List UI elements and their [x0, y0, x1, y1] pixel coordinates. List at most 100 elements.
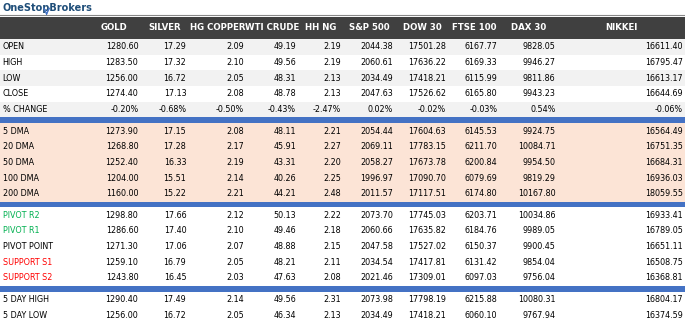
Text: 2.10: 2.10 — [226, 58, 244, 67]
Bar — [0, 186, 685, 202]
Text: 10034.86: 10034.86 — [518, 211, 556, 220]
Text: 2.18: 2.18 — [323, 226, 341, 236]
Text: 2073.98: 2073.98 — [360, 295, 393, 304]
Text: 2.10: 2.10 — [226, 226, 244, 236]
Text: PIVOT R1: PIVOT R1 — [3, 226, 39, 236]
Text: 2034.54: 2034.54 — [360, 258, 393, 267]
Bar — [0, 170, 685, 186]
Text: 2.08: 2.08 — [323, 273, 341, 283]
Text: 2021.46: 2021.46 — [360, 273, 393, 283]
Text: 9819.29: 9819.29 — [523, 173, 556, 183]
Text: 17501.28: 17501.28 — [408, 42, 446, 52]
Text: OneStopBrokers: OneStopBrokers — [3, 3, 92, 13]
Text: 17417.81: 17417.81 — [408, 258, 446, 267]
Text: 44.21: 44.21 — [273, 189, 296, 198]
Text: 2.48: 2.48 — [323, 189, 341, 198]
Text: 17636.22: 17636.22 — [408, 58, 446, 67]
Text: 6145.53: 6145.53 — [464, 126, 497, 136]
Text: 16684.31: 16684.31 — [645, 158, 683, 167]
Text: 6174.80: 6174.80 — [464, 189, 497, 198]
Text: 2.14: 2.14 — [226, 173, 244, 183]
Text: 2.19: 2.19 — [323, 58, 341, 67]
Text: 16933.41: 16933.41 — [645, 211, 683, 220]
Bar — [0, 102, 685, 117]
Text: 2.13: 2.13 — [323, 89, 341, 99]
Text: 17783.15: 17783.15 — [408, 142, 446, 151]
Text: 2.17: 2.17 — [226, 142, 244, 151]
Text: 1274.40: 1274.40 — [105, 89, 138, 99]
Text: 17.28: 17.28 — [164, 142, 186, 151]
Text: 1298.80: 1298.80 — [105, 211, 138, 220]
Text: 17.29: 17.29 — [164, 42, 186, 52]
Text: 16795.47: 16795.47 — [645, 58, 683, 67]
Text: 2.05: 2.05 — [226, 310, 244, 320]
Text: GOLD: GOLD — [101, 23, 127, 33]
Text: 5 DAY HIGH: 5 DAY HIGH — [3, 295, 49, 304]
Text: 6115.99: 6115.99 — [464, 74, 497, 83]
Text: 2.15: 2.15 — [323, 242, 341, 251]
Text: 16789.05: 16789.05 — [645, 226, 683, 236]
Text: 17673.78: 17673.78 — [408, 158, 446, 167]
Text: 2.31: 2.31 — [323, 295, 341, 304]
Text: 17.13: 17.13 — [164, 89, 186, 99]
Bar — [0, 86, 685, 102]
Text: 9943.23: 9943.23 — [523, 89, 556, 99]
Text: 16368.81: 16368.81 — [645, 273, 683, 283]
Text: 1256.00: 1256.00 — [105, 310, 138, 320]
Text: 17798.19: 17798.19 — [408, 295, 446, 304]
Text: -0.20%: -0.20% — [110, 105, 138, 114]
Text: 1204.00: 1204.00 — [105, 173, 138, 183]
Text: 17.15: 17.15 — [164, 126, 186, 136]
Text: 17.49: 17.49 — [164, 295, 186, 304]
Text: 1252.40: 1252.40 — [105, 158, 138, 167]
Bar — [0, 307, 685, 320]
Text: SUPPORT S2: SUPPORT S2 — [3, 273, 52, 283]
Text: -0.06%: -0.06% — [655, 105, 683, 114]
Text: 5 DAY LOW: 5 DAY LOW — [3, 310, 47, 320]
Text: 2.13: 2.13 — [323, 310, 341, 320]
Text: 1273.90: 1273.90 — [105, 126, 138, 136]
Text: -2.47%: -2.47% — [313, 105, 341, 114]
Bar — [0, 202, 685, 207]
Bar — [0, 117, 685, 123]
Text: 1259.10: 1259.10 — [105, 258, 138, 267]
Text: 1160.00: 1160.00 — [106, 189, 138, 198]
Text: 6167.77: 6167.77 — [464, 42, 497, 52]
Text: 6184.76: 6184.76 — [464, 226, 497, 236]
Text: 16.72: 16.72 — [164, 310, 186, 320]
Text: -0.02%: -0.02% — [418, 105, 446, 114]
Text: 49.56: 49.56 — [273, 295, 296, 304]
Text: HH NG: HH NG — [306, 23, 336, 33]
Text: 17.40: 17.40 — [164, 226, 186, 236]
Text: DOW 30: DOW 30 — [403, 23, 441, 33]
Text: 16751.35: 16751.35 — [645, 142, 683, 151]
Text: 2.22: 2.22 — [323, 211, 341, 220]
Text: 16564.49: 16564.49 — [645, 126, 683, 136]
Text: 17418.21: 17418.21 — [408, 310, 446, 320]
Text: 2.27: 2.27 — [323, 142, 341, 151]
Text: 46.34: 46.34 — [273, 310, 296, 320]
Text: SUPPORT S1: SUPPORT S1 — [3, 258, 52, 267]
Text: 100 DMA: 100 DMA — [3, 173, 39, 183]
Text: 17635.82: 17635.82 — [408, 226, 446, 236]
Bar — [0, 155, 685, 170]
Text: 9924.75: 9924.75 — [523, 126, 556, 136]
Text: 2044.38: 2044.38 — [360, 42, 393, 52]
Text: 17418.21: 17418.21 — [408, 74, 446, 83]
Text: 40.26: 40.26 — [273, 173, 296, 183]
Text: CLOSE: CLOSE — [3, 89, 29, 99]
Text: -0.50%: -0.50% — [216, 105, 244, 114]
Text: SILVER: SILVER — [149, 23, 181, 33]
Text: 6150.37: 6150.37 — [464, 242, 497, 251]
Text: 2054.44: 2054.44 — [360, 126, 393, 136]
Text: 17309.01: 17309.01 — [408, 273, 446, 283]
Text: 2034.49: 2034.49 — [360, 74, 393, 83]
Bar — [0, 254, 685, 270]
Text: 6211.70: 6211.70 — [464, 142, 497, 151]
Text: 16508.75: 16508.75 — [645, 258, 683, 267]
Text: 2.21: 2.21 — [226, 189, 244, 198]
Text: 2.07: 2.07 — [226, 242, 244, 251]
Text: 10167.80: 10167.80 — [518, 189, 556, 198]
Text: 49.46: 49.46 — [273, 226, 296, 236]
Text: 9756.04: 9756.04 — [523, 273, 556, 283]
